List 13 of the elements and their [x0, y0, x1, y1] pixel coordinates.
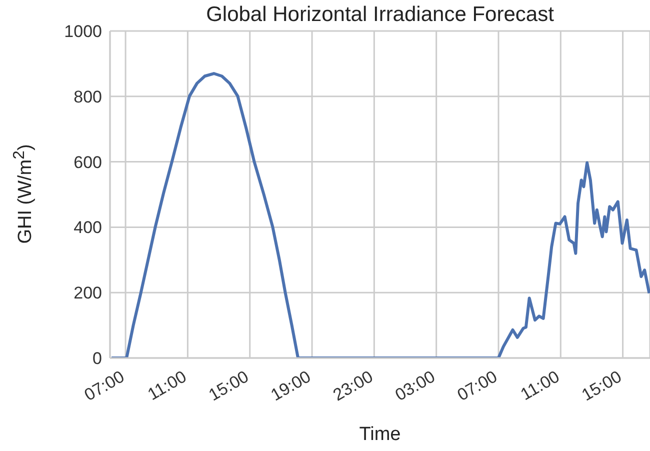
y-tick-label: 800 — [74, 87, 102, 106]
x-tick-label: 03:00 — [392, 367, 438, 405]
y-tick-label: 400 — [74, 218, 102, 238]
x-tick-label: 07:00 — [81, 367, 128, 405]
y-tick-label: 200 — [74, 284, 102, 303]
y-tick-label: 0 — [92, 349, 102, 368]
y-tick-label: 600 — [74, 152, 102, 172]
y-tick-label: 1000 — [64, 22, 102, 42]
chart-title: Global Horizontal Irradiance Forecast — [205, 2, 555, 28]
x-tick-label: 07:00 — [454, 367, 500, 405]
x-tick-label: 11:00 — [517, 367, 563, 404]
x-tick-label: 11:00 — [144, 367, 190, 404]
x-axis-title: Time — [358, 424, 402, 446]
